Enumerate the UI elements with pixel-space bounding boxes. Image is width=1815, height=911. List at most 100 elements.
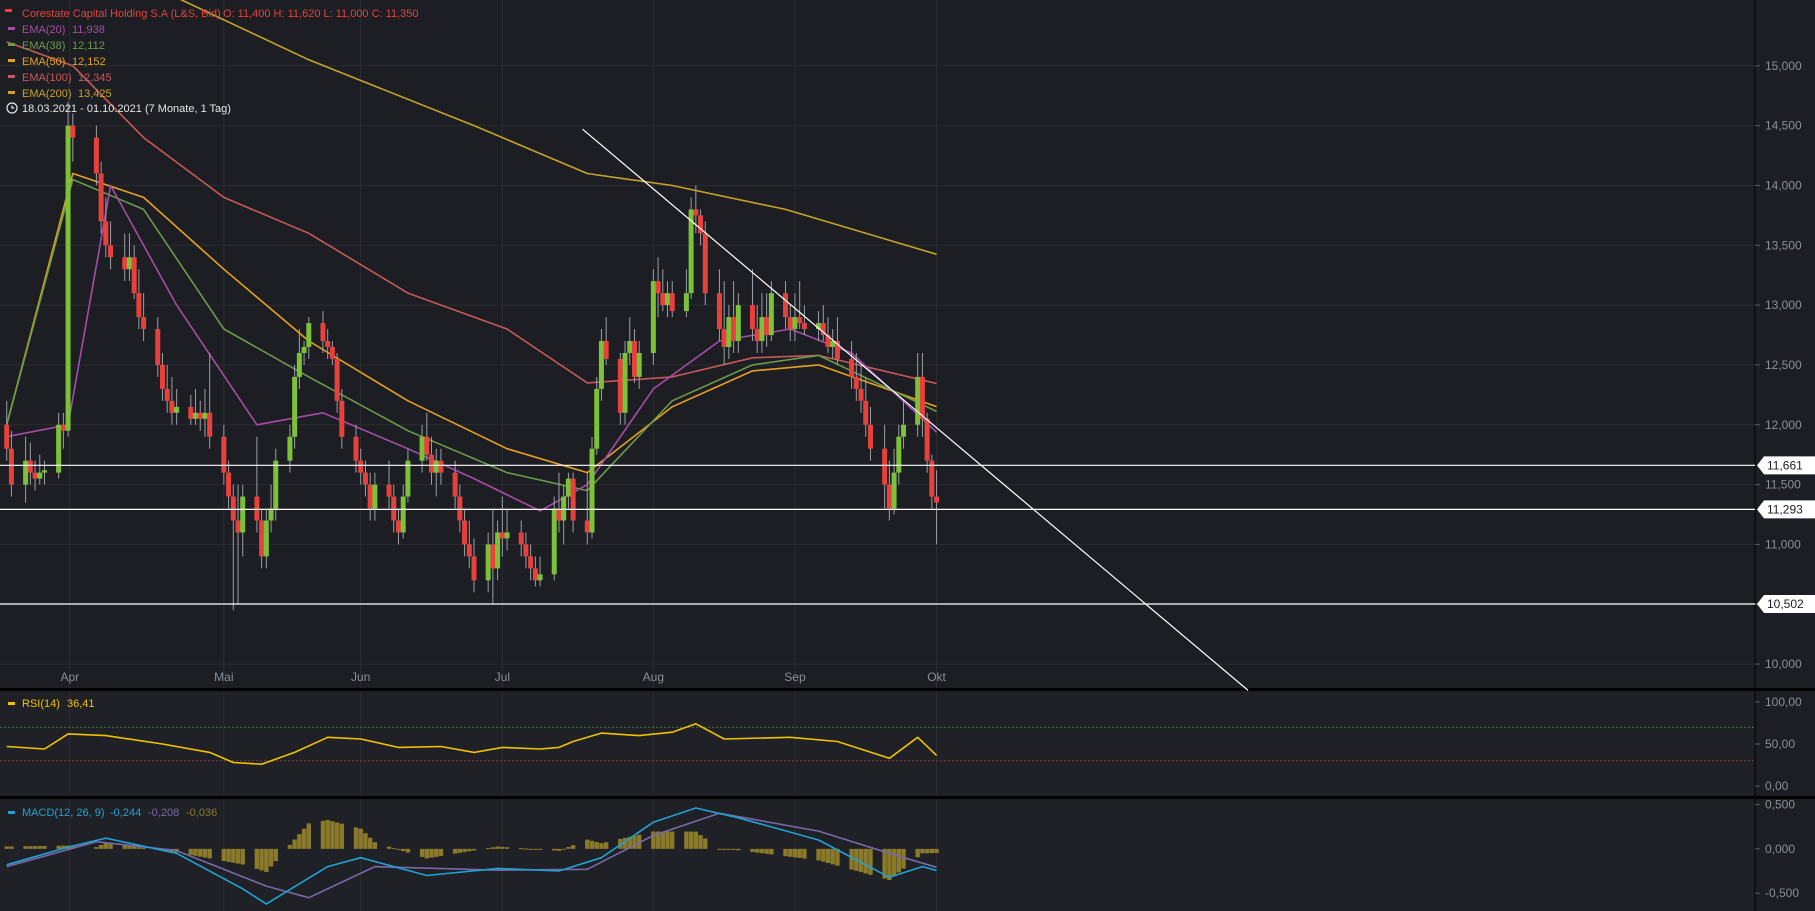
ema100-value: 12,345 — [78, 72, 112, 84]
macd-histogram-bar — [797, 848, 802, 858]
candle-body — [891, 472, 897, 509]
candle-body — [863, 400, 869, 425]
macd-value: -0,244 — [110, 807, 141, 819]
macd-histogram-bar — [490, 847, 496, 849]
macd-histogram-bar — [254, 848, 260, 869]
candle-body — [136, 293, 142, 318]
macd-histogram-bar — [127, 846, 132, 849]
macd-histogram-bar — [698, 835, 703, 849]
macd-histogram-bar — [726, 848, 732, 850]
candle-body — [660, 293, 666, 306]
macd-histogram-bar — [717, 848, 722, 850]
candle-body — [301, 346, 307, 353]
macd-histogram-bar — [122, 845, 127, 849]
macd-histogram-bar — [915, 848, 920, 858]
macd-histogram-bar — [830, 848, 835, 865]
macd-histogram-bar — [424, 848, 429, 859]
macd-histogram-bar — [570, 845, 576, 849]
macd-histogram-bar — [325, 819, 330, 849]
candle-body — [306, 323, 312, 347]
candle-body — [565, 478, 571, 497]
candle-body — [919, 376, 925, 419]
candle-body — [462, 520, 468, 545]
date-range: 18.03.2021 - 01.10.2021 (7 Monate, 1 Tag… — [22, 103, 231, 115]
macd-histogram-bar — [188, 848, 193, 855]
ema38-label: EMA(38) — [22, 40, 65, 52]
y-tick-label: 12,000 — [1765, 418, 1802, 432]
macd-histogram-bar — [821, 848, 826, 862]
macd-histogram-bar — [353, 827, 359, 849]
candle-body — [589, 448, 595, 533]
macd-histogram-bar — [924, 848, 930, 854]
candle-body — [834, 341, 840, 359]
ema100-line — [6, 41, 937, 385]
candle-body — [226, 472, 232, 497]
macd-histogram-bar — [226, 848, 231, 862]
level-label: 11,661 — [1767, 458, 1803, 472]
macd-histogram-bar — [264, 848, 269, 872]
candle-body — [292, 376, 298, 437]
macd-histogram-bar — [471, 848, 477, 851]
candle-body — [849, 358, 855, 377]
macd-histogram-bar — [504, 847, 510, 849]
candle-body — [485, 544, 491, 581]
macd-histogram-bar — [485, 848, 491, 850]
macd-histogram-bar — [901, 848, 906, 869]
candle-body — [108, 245, 114, 258]
macd-histogram-bar — [334, 822, 340, 849]
candle-body — [896, 436, 902, 473]
macd-histogram-bar — [802, 848, 807, 859]
macd-histogram-bar — [231, 848, 236, 863]
candle-body — [424, 436, 430, 455]
candle-body — [207, 412, 213, 437]
macd-histogram-bar — [297, 834, 302, 849]
macd-histogram-bar — [769, 848, 774, 855]
candle-body — [556, 508, 562, 521]
candle-body — [23, 460, 29, 485]
macd-tick-label: -0,500 — [1765, 886, 1799, 900]
candle-body — [27, 460, 33, 473]
candle-body — [631, 341, 637, 377]
macd-legend: MACD(12, 26, 9) -0,244 -0,208 -0,036 — [8, 807, 217, 819]
macd-histogram-bar — [585, 839, 590, 849]
x-tick-label: Mai — [214, 670, 233, 684]
macd-histogram-bar — [655, 831, 661, 849]
macd-histogram-bar — [221, 848, 227, 861]
x-tick-label: Jul — [495, 670, 510, 684]
macd-tick-label: 0,000 — [1765, 842, 1795, 856]
candle-body — [202, 412, 208, 419]
macd-histogram-bar — [688, 831, 694, 849]
macd-histogram-bar — [108, 843, 113, 849]
candle-body — [787, 317, 793, 330]
candle-body — [419, 436, 425, 461]
candle-body — [716, 293, 722, 330]
candle-body — [735, 305, 741, 342]
macd-histogram-bar — [419, 848, 425, 857]
macd-histogram-bar — [287, 844, 293, 849]
macd-tick-label: 0,500 — [1765, 797, 1795, 811]
macd-histogram-bar — [759, 848, 765, 854]
macd-histogram-bar — [882, 848, 887, 879]
candle-body — [570, 478, 576, 521]
candle-body — [405, 460, 411, 497]
ema50-label: EMA(50) — [22, 56, 65, 68]
candle-body — [934, 496, 940, 503]
candle-body — [169, 400, 175, 413]
macd-histogram-bar — [98, 844, 104, 849]
candle-body — [698, 215, 704, 234]
candle-body — [683, 293, 689, 312]
candle-body — [400, 496, 406, 533]
histogram-value: -0,036 — [186, 807, 217, 819]
candle-body — [395, 520, 401, 533]
macd-histogram-bar — [42, 845, 47, 849]
candle-body — [858, 388, 864, 401]
macd-histogram-bar — [429, 848, 434, 858]
candle-body — [438, 460, 444, 473]
macd-histogram-bar — [589, 840, 595, 849]
macd-histogram-bar — [198, 848, 203, 857]
candle-body — [452, 472, 458, 497]
macd-histogram-bar — [193, 848, 198, 856]
macd-histogram-bar — [858, 848, 864, 873]
macd-histogram-bar — [788, 848, 793, 857]
